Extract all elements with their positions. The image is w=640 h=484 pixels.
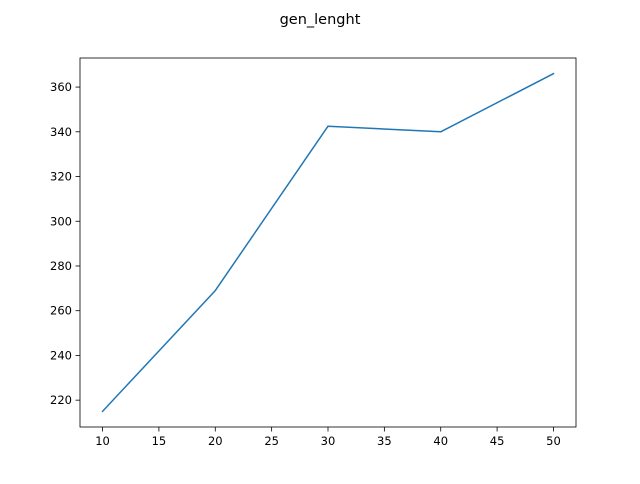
y-tick-label-280: 280	[50, 259, 72, 273]
y-tick-label-360: 360	[50, 80, 72, 94]
x-tick-label-50: 50	[546, 434, 561, 448]
plot-area: 10 15 20 25 30 35 40 45 50 220 240 260 280 300 320 340 3…	[50, 57, 577, 448]
x-tick-label-30: 30	[321, 434, 336, 448]
x-tick-label-20: 20	[208, 434, 223, 448]
y-tick-label-220: 220	[50, 393, 72, 407]
y-tick-label-300: 300	[50, 214, 72, 228]
series-line-0	[101, 72, 555, 413]
y-tick-label-320: 320	[50, 170, 72, 184]
x-tick-label-40: 40	[433, 434, 448, 448]
x-tick-label-35: 35	[377, 434, 392, 448]
x-tick-label-25: 25	[264, 434, 279, 448]
y-tick-label-340: 340	[50, 125, 72, 139]
chart-title: gen_lenght	[280, 12, 361, 28]
x-tick-label-10: 10	[95, 434, 110, 448]
axes-frame	[79, 57, 577, 428]
x-tick-label-15: 15	[152, 434, 167, 448]
x-tick-label-45: 45	[490, 434, 505, 448]
y-tick-label-240: 240	[50, 348, 72, 362]
y-tick-label-260: 260	[50, 304, 72, 318]
